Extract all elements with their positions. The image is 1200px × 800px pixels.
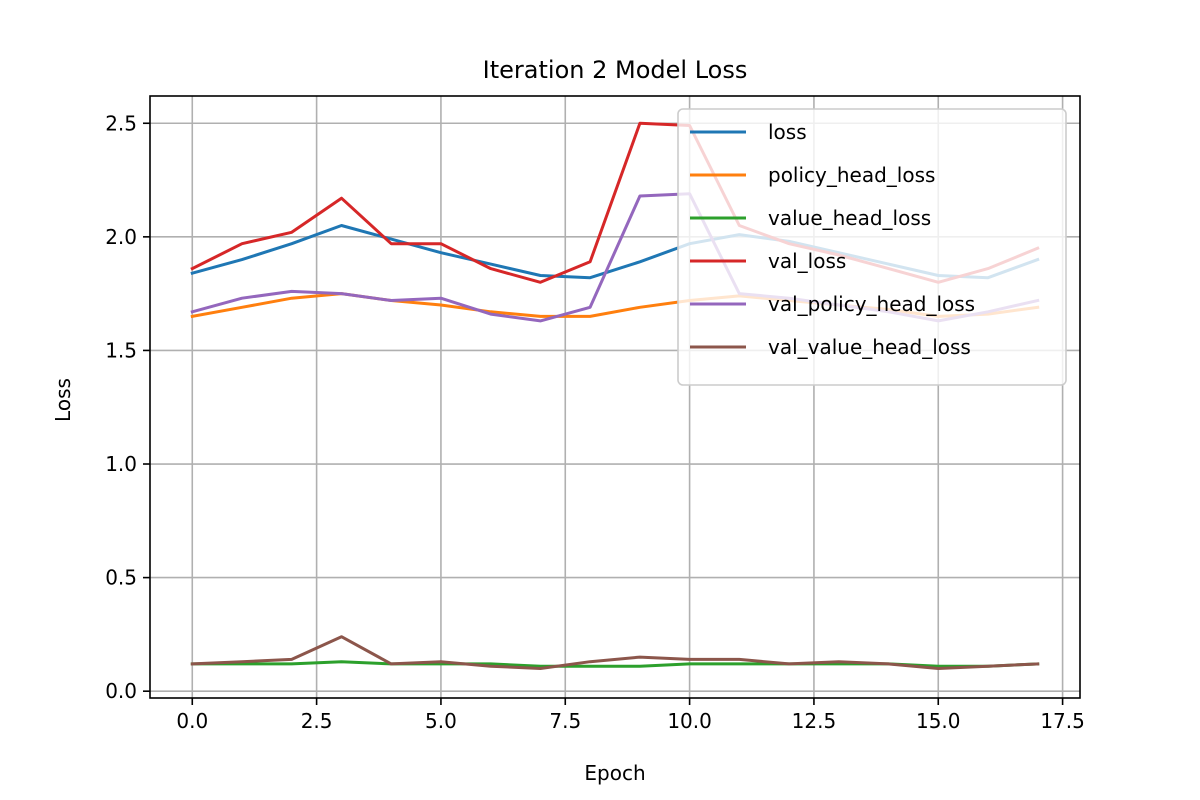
x-tick-label-2: 5.0 (425, 709, 457, 733)
y-tick-label-5: 2.5 (105, 111, 137, 135)
x-tick-label-6: 15.0 (916, 709, 961, 733)
y-tick-label-1: 0.5 (105, 566, 137, 590)
y-axis-label: Loss (51, 378, 75, 422)
legend-label-val-value-head-loss: val_value_head_loss (768, 335, 971, 359)
plot-frame (149, 95, 1081, 699)
x-tick-label-7: 17.5 (1040, 709, 1085, 733)
legend-box (677, 108, 1067, 386)
series-line-val-value-head-loss (190, 635, 1040, 670)
y-tick-label-4: 2.0 (105, 225, 137, 249)
legend-label-val-loss: val_loss (768, 249, 846, 273)
legend-label-policy-head-loss: policy_head_loss (768, 163, 935, 187)
x-axis-label: Epoch (584, 761, 645, 785)
x-tick-label-5: 12.5 (792, 709, 837, 733)
y-tick-label-2: 1.0 (105, 452, 137, 476)
legend-label-loss: loss (768, 120, 807, 144)
x-tick-label-1: 2.5 (301, 709, 333, 733)
legend-label-value-head-loss: value_head_loss (768, 206, 931, 230)
chart-title: Iteration 2 Model Loss (483, 56, 748, 84)
y-tick-label-3: 1.5 (105, 338, 137, 362)
legend-label-val-policy-head-loss: val_policy_head_loss (768, 292, 975, 316)
axes: 0.0 2.5 5.0 7.5 10.0 12.5 15.0 17.5 0.0 0.5 1.0 1.5… (105, 95, 1085, 733)
y-tick-label-0: 0.0 (105, 679, 137, 703)
x-tick-label-0: 0.0 (176, 709, 208, 733)
x-tick-label-3: 7.5 (549, 709, 581, 733)
legend: loss policy_head_loss value_head_loss val_l… (677, 108, 1067, 386)
x-tick-label-4: 10.0 (667, 709, 712, 733)
